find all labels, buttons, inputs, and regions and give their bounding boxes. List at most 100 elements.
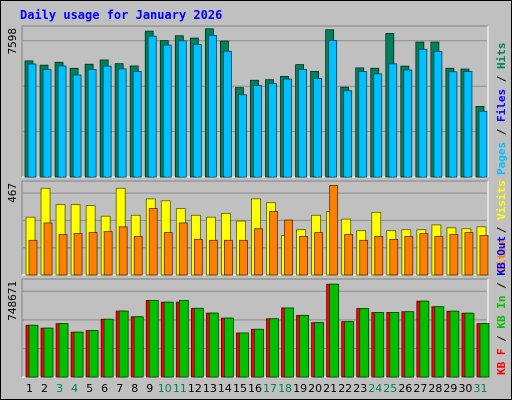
bar-kb-in xyxy=(148,300,159,378)
legend-entry-pages: Pages xyxy=(495,142,508,175)
bar-pages xyxy=(286,144,289,177)
bar-sites xyxy=(359,239,369,276)
bar-pages xyxy=(436,137,439,177)
legend-entry-files: Files xyxy=(495,89,508,122)
x-tick-label-day-28: 28 xyxy=(428,382,442,395)
legend-separator: / xyxy=(495,122,508,142)
panel-hits-files-pages: 7598 Pages / Files / Hits xyxy=(6,25,508,178)
bar-sites xyxy=(43,222,53,276)
bar-kb-in xyxy=(464,312,475,378)
x-tick-label-day-8: 8 xyxy=(131,382,138,395)
x-tick-label-day-25: 25 xyxy=(383,382,397,395)
bar-kb-in xyxy=(404,311,415,378)
bar-sites xyxy=(148,208,158,276)
bar-pages xyxy=(331,117,334,177)
x-tick-label-day-2: 2 xyxy=(41,382,48,395)
bar-pages xyxy=(181,127,184,177)
x-tick-label-day-31: 31 xyxy=(473,382,487,395)
bar-pages xyxy=(256,147,259,177)
x-tick-label-day-29: 29 xyxy=(443,382,457,395)
legend-separator: / xyxy=(495,220,508,240)
bar-kb-in xyxy=(449,310,460,378)
bar-kb-in xyxy=(239,332,249,378)
bar-kb-in xyxy=(389,312,400,378)
bar-kb-in xyxy=(58,323,69,378)
bar-sites xyxy=(419,233,429,276)
x-tick-label-day-15: 15 xyxy=(233,382,247,395)
x-tick-label-day-21: 21 xyxy=(323,382,337,395)
panel-side-labels: KB F / KB In / KB Out xyxy=(495,236,508,375)
x-tick-label-day-11: 11 xyxy=(173,382,187,395)
bar-sites xyxy=(88,232,98,276)
x-tick-label-day-22: 22 xyxy=(338,382,352,395)
bar-kb-in xyxy=(118,310,129,378)
x-axis-tick-labels: 1 2 3 4 5 6 7 8 9 10 11 12 13 14 15 16 17 18 19 20 21 22 23 24 2… xyxy=(26,382,487,395)
x-tick-label-day-6: 6 xyxy=(101,382,108,395)
bar-kb-in xyxy=(178,300,189,378)
bar-sites xyxy=(103,231,113,276)
x-tick-label-day-20: 20 xyxy=(308,382,322,395)
legend-entry-sites: Sites xyxy=(495,240,508,273)
bar-kb-in xyxy=(208,312,219,378)
bar-kb-in xyxy=(193,307,204,378)
bar-pages xyxy=(391,132,394,177)
legend-entry-kb-f: KB F xyxy=(495,349,508,376)
bar-sites xyxy=(284,219,293,276)
bar-sites xyxy=(374,236,384,276)
bar-pages xyxy=(226,131,229,177)
bar-kb-in xyxy=(434,306,445,378)
bar-sites xyxy=(254,228,263,276)
x-tick-label-day-5: 5 xyxy=(86,382,93,395)
x-tick-label-day-30: 30 xyxy=(458,382,472,395)
x-tick-label-day-24: 24 xyxy=(368,382,382,395)
legend-entry-kb-in: KB In xyxy=(495,296,508,329)
x-tick-label-day-23: 23 xyxy=(353,382,367,395)
bar-pages xyxy=(301,139,304,177)
bar-pages xyxy=(31,122,33,177)
panel-side-labels: Pages / Files / Hits xyxy=(495,43,508,176)
bar-sites xyxy=(464,232,474,276)
bar-sites xyxy=(389,238,399,276)
bar-pages xyxy=(106,120,109,177)
bar-kb-in xyxy=(299,314,309,378)
bar-pages xyxy=(211,128,214,177)
bar-pages xyxy=(451,136,454,177)
bar-pages xyxy=(151,131,154,177)
bar-pages xyxy=(166,128,169,177)
bar-kb-in xyxy=(224,317,234,378)
bar-sites xyxy=(404,236,414,276)
legend-separator: / xyxy=(495,276,508,296)
bar-sites xyxy=(178,222,188,276)
legend-entry-visits: Visits xyxy=(495,180,508,220)
x-tick-label-day-9: 9 xyxy=(146,382,153,395)
x-tick-label-day-26: 26 xyxy=(398,382,412,395)
bar-pages xyxy=(271,145,274,177)
bar-sites xyxy=(449,234,459,276)
bar-sites xyxy=(329,184,339,276)
x-tick-label-day-1: 1 xyxy=(26,382,33,395)
bar-pages xyxy=(421,132,424,177)
x-tick-label-day-13: 13 xyxy=(203,382,217,395)
bar-kb-in xyxy=(374,312,385,378)
x-tick-label-day-12: 12 xyxy=(188,382,202,395)
bar-sites xyxy=(133,236,143,276)
panel-kbytes: 748671 KB F / KB In / KB Out xyxy=(6,236,508,378)
chart-title: Daily usage for January 2026 xyxy=(20,8,222,22)
bar-pages xyxy=(406,135,409,177)
bar-sites xyxy=(193,238,203,276)
x-tick-label-day-16: 16 xyxy=(248,382,262,395)
chart-panels: 7598 Pages / Files / Hits 467 Sites / Visit… xyxy=(6,25,508,378)
panel-side-labels: Sites / Visits xyxy=(495,180,508,273)
bar-pages xyxy=(196,121,199,177)
bar-pages xyxy=(316,143,319,177)
bar-kb-in xyxy=(479,323,490,378)
bar-sites xyxy=(58,234,68,276)
bar-sites xyxy=(479,235,489,276)
bar-kb-in xyxy=(103,318,114,378)
bar-kb-in xyxy=(344,321,355,378)
bar-sites xyxy=(224,239,233,276)
bar-pages xyxy=(121,128,124,177)
bar-pages xyxy=(91,127,94,177)
panel-max-label: 467 xyxy=(6,183,19,203)
bar-pages xyxy=(241,144,244,177)
